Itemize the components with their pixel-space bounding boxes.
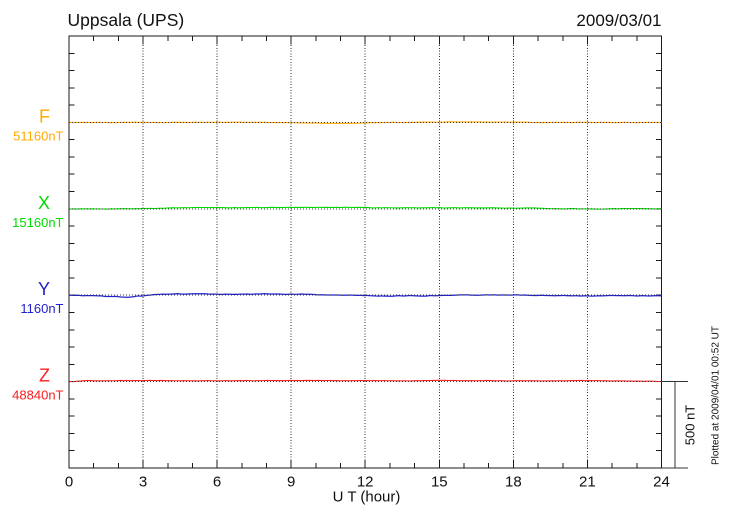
- svg-text:3: 3: [139, 474, 147, 491]
- svg-text:48840nT: 48840nT: [12, 388, 63, 403]
- svg-text:1160nT: 1160nT: [20, 301, 63, 316]
- svg-text:51160nT: 51160nT: [13, 128, 63, 143]
- svg-text:6: 6: [213, 474, 221, 491]
- svg-text:15: 15: [431, 474, 448, 491]
- svg-text:F: F: [39, 106, 50, 126]
- svg-text:15160nT: 15160nT: [12, 215, 63, 230]
- svg-text:2009/03/01: 2009/03/01: [576, 11, 661, 30]
- svg-text:21: 21: [579, 474, 596, 491]
- svg-text:Y: Y: [38, 279, 50, 299]
- svg-text:U T (hour): U T (hour): [333, 489, 401, 506]
- svg-text:Z: Z: [39, 366, 50, 386]
- svg-text:X: X: [38, 193, 50, 213]
- svg-text:12: 12: [357, 474, 374, 491]
- svg-text:Plotted at 2009/04/01 00:52 UT: Plotted at 2009/04/01 00:52 UT: [711, 326, 722, 465]
- svg-text:500 nT: 500 nT: [683, 405, 698, 446]
- svg-text:18: 18: [505, 474, 522, 491]
- svg-text:0: 0: [65, 474, 73, 491]
- svg-text:24: 24: [653, 474, 670, 491]
- svg-text:Uppsala (UPS): Uppsala (UPS): [68, 10, 185, 30]
- svg-text:9: 9: [287, 474, 295, 491]
